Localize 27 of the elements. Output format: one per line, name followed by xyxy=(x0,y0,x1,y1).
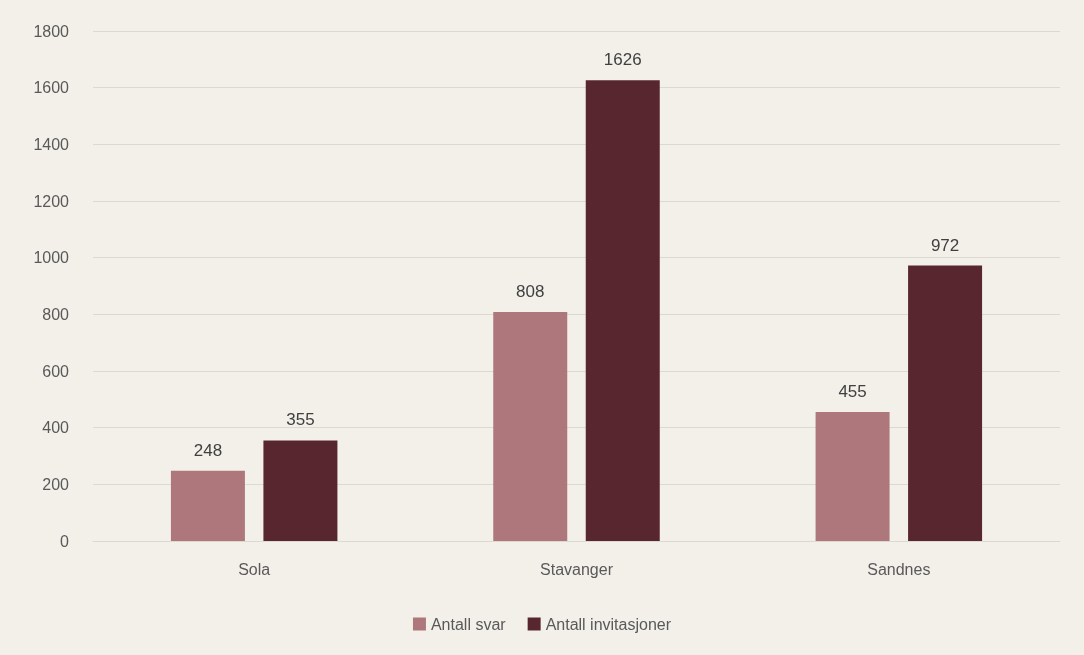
bar xyxy=(815,412,890,541)
y-tick-label: 600 xyxy=(42,362,70,380)
y-tick-label: 0 xyxy=(60,532,70,550)
y-tick-label: 1600 xyxy=(33,79,70,97)
bar xyxy=(585,80,660,541)
data-label: 808 xyxy=(516,282,545,302)
x-tick-label: Sandnes xyxy=(867,560,931,578)
y-tick-label: 1200 xyxy=(33,192,70,210)
y-tick-label: 1000 xyxy=(33,249,70,267)
data-label: 972 xyxy=(930,235,960,255)
x-tick-label: Stavanger xyxy=(540,560,614,578)
data-label: 355 xyxy=(286,410,315,430)
y-tick-label: 400 xyxy=(42,419,70,437)
data-label: 1626 xyxy=(603,50,642,70)
bar xyxy=(170,470,245,541)
data-label: 455 xyxy=(838,382,867,402)
legend-label: Antall svar xyxy=(430,615,507,633)
y-tick-label: 800 xyxy=(42,305,70,323)
bar xyxy=(908,265,983,541)
x-tick-label: Sola xyxy=(238,560,271,578)
y-tick-label: 200 xyxy=(42,475,70,493)
bar xyxy=(263,440,338,541)
y-tick-label: 1800 xyxy=(33,22,70,40)
data-label: 248 xyxy=(193,440,223,460)
y-tick-label: 1400 xyxy=(33,135,70,153)
legend-label: Antall invitasjoner xyxy=(545,615,672,633)
bar xyxy=(493,312,568,541)
